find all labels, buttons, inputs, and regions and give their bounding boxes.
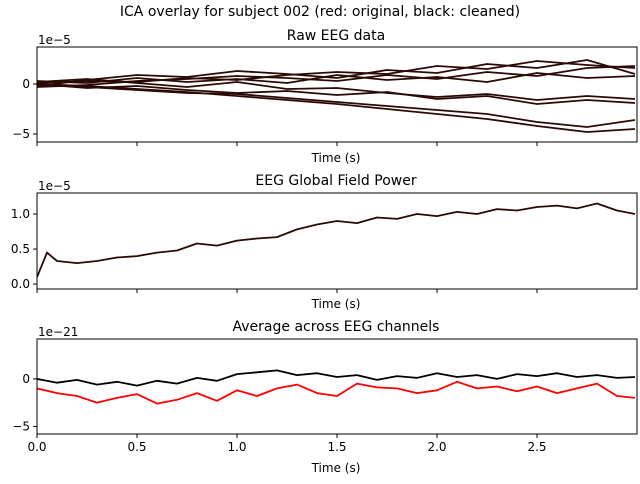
x-tick-label: 0.0 [27,440,46,454]
x-axis-label: Time (s) [311,151,361,165]
y-tick-label: 0.5 [11,242,30,256]
series-group [37,59,636,133]
axes-frame [36,192,638,290]
y-tick-label: −5 [12,419,30,433]
offset-text: 1e−5 [38,179,71,193]
series-group [37,202,636,278]
x-axis-label: Time (s) [311,297,361,311]
panel-title: Raw EEG data [287,28,385,44]
x-tick-label: 0.5 [127,440,146,454]
series-line-2 [37,83,636,133]
series-line-4 [37,78,636,101]
x-tick-label: 2.0 [427,440,446,454]
series-line-0 [37,380,636,405]
figure-suptitle: ICA overlay for subject 002 (red: origin… [120,4,520,20]
series-line-3 [37,84,636,128]
y-tick-label: 0 [22,77,30,91]
series-line-7 [37,72,636,84]
y-tick-label: 0 [22,372,30,386]
panel-title: Average across EEG channels [233,319,440,335]
y-tick-label: 1.0 [11,207,30,221]
x-tick-label: 1.0 [227,440,246,454]
panel-raw-eeg: Raw EEG data 1e−5 Time (s) −5 0 [12,28,638,165]
y-tick-label: −5 [12,127,30,141]
offset-text: 1e−5 [38,33,71,47]
x-tick-label: 2.5 [527,440,546,454]
axes-frame [36,338,638,435]
x-axis-label: Time (s) [311,461,361,475]
series-line-6 [37,83,636,105]
series-line-1 [37,59,636,87]
panel-average-eeg: Average across EEG channels 1e−21 Time (… [12,319,638,475]
series-line-0 [37,202,636,278]
panel-title: EEG Global Field Power [255,173,416,189]
series-line-1 [37,369,636,387]
series-line-5 [37,65,636,88]
panel-global-field-power: EEG Global Field Power 1e−5 Time (s) 0.0… [11,173,638,311]
y-tick-label: 0.0 [11,277,30,291]
x-tick-label: 1.5 [327,440,346,454]
series-line-0 [37,60,636,84]
series-group [37,369,636,405]
offset-text: 1e−21 [38,325,78,339]
